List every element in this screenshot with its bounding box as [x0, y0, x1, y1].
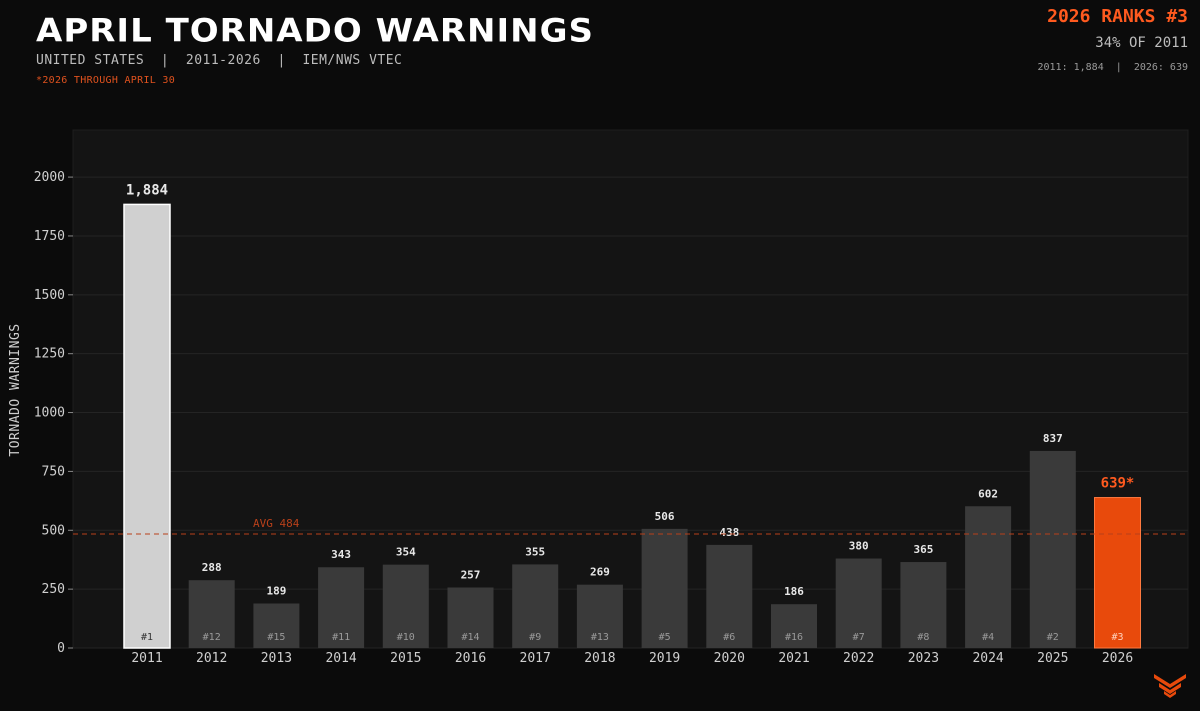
- bar-2025: [1029, 450, 1076, 648]
- value-label-2025: 837: [1043, 432, 1063, 445]
- value-label-2019: 506: [655, 510, 675, 523]
- brand-chevron-icon: [1154, 674, 1186, 698]
- x-tick-label: 2020: [714, 651, 745, 666]
- y-tick-label: 1500: [34, 288, 65, 303]
- rank-percent: 34% OF 2011: [1095, 35, 1188, 51]
- rank-label-2023: #8: [917, 632, 929, 643]
- bar-2021: [771, 604, 817, 648]
- value-label-2021: 186: [784, 585, 804, 598]
- x-tick-label: 2012: [196, 651, 227, 666]
- bars: 1,884 #1 288 #12 189 #15 343 #11 354 #10 257 #14 355…: [123, 182, 1141, 649]
- value-label-2024: 602: [978, 487, 998, 500]
- bar-2013: [253, 603, 300, 648]
- rank-label-2016: #14: [461, 632, 479, 643]
- rank-label-2015: #10: [397, 632, 415, 643]
- rank-label-2026: #3: [1111, 632, 1123, 643]
- rank-label-2021: #16: [785, 632, 803, 643]
- footnote: *2026 THROUGH APRIL 30: [36, 75, 176, 86]
- chart-title: APRIL TORNADO WARNINGS: [36, 12, 594, 50]
- rank-label-2013: #15: [267, 632, 285, 643]
- bar-2024: [965, 506, 1012, 648]
- bar-2019: [641, 528, 688, 648]
- x-tick-label: 2015: [390, 651, 421, 666]
- y-tick-label: 1750: [34, 229, 65, 244]
- rank-label-2020: #6: [723, 632, 735, 643]
- rank-label-2017: #9: [529, 632, 541, 643]
- rank-label-2018: #13: [591, 632, 609, 643]
- x-tick-label: 2019: [649, 651, 680, 666]
- value-label-2020: 438: [719, 526, 739, 539]
- rank-comparison: 2011: 1,884 | 2026: 639: [1037, 62, 1188, 73]
- x-tick-label: 2025: [1037, 651, 1068, 666]
- x-tick-label: 2022: [843, 651, 874, 666]
- rank-label-2022: #7: [853, 632, 865, 643]
- plot-area: [72, 129, 1189, 649]
- y-tick-label: 1250: [34, 347, 65, 362]
- rank-label-2012: #12: [203, 632, 221, 643]
- bar-2016: [447, 587, 494, 648]
- bar-2020: [706, 544, 753, 648]
- x-tick-label: 2026: [1102, 651, 1133, 666]
- value-label-2014: 343: [331, 548, 351, 561]
- value-label-2015: 354: [396, 546, 416, 559]
- rank-label-2014: #11: [332, 632, 350, 643]
- value-label-2023: 365: [913, 543, 933, 556]
- value-label-2026: 639*: [1101, 476, 1135, 492]
- y-tick-label: 500: [42, 523, 65, 538]
- x-tick-label: 2011: [131, 651, 162, 666]
- value-label-2016: 257: [461, 568, 481, 581]
- x-tick-label: 2018: [584, 651, 615, 666]
- value-label-2011: 1,884: [126, 182, 168, 198]
- y-axis: 0 250 500 750 1000 1250 1500 1750 2000: [34, 170, 73, 656]
- rank-headline: 2026 RANKS #3: [1047, 6, 1188, 27]
- bar-2022: [835, 558, 882, 648]
- y-axis-label: TORNADO WARNINGS: [8, 323, 23, 456]
- bar-2018: [576, 584, 623, 648]
- bar-2014: [318, 567, 365, 648]
- value-label-2018: 269: [590, 566, 610, 579]
- x-axis: 2011 2012 2013 2014 2015 2016 2017 2018 2019 2020…: [131, 651, 1133, 666]
- bar-2026: [1094, 497, 1141, 649]
- value-label-2012: 288: [202, 561, 222, 574]
- rank-label-2024: #4: [982, 632, 994, 643]
- x-tick-label: 2013: [261, 651, 292, 666]
- value-label-2022: 380: [849, 540, 869, 553]
- bar-2023: [900, 562, 947, 648]
- chart-subtitle: UNITED STATES | 2011-2026 | IEM/NWS VTEC: [36, 53, 403, 68]
- bar-2012: [188, 580, 235, 648]
- x-tick-label: 2014: [325, 651, 356, 666]
- x-tick-label: 2023: [908, 651, 939, 666]
- x-tick-label: 2016: [455, 651, 486, 666]
- y-tick-label: 1000: [34, 406, 65, 421]
- y-tick-label: 0: [57, 641, 65, 656]
- value-label-2017: 355: [525, 545, 545, 558]
- rank-label-2025: #2: [1047, 632, 1059, 643]
- x-tick-label: 2024: [972, 651, 1003, 666]
- rank-label-2011: #1: [141, 632, 153, 643]
- bar-2015: [382, 564, 429, 648]
- bar-2017: [512, 564, 559, 648]
- y-tick-label: 750: [42, 464, 65, 479]
- bar-2011: [123, 203, 171, 649]
- rank-label-2019: #5: [659, 632, 671, 643]
- value-label-2013: 189: [266, 584, 286, 597]
- y-tick-label: 2000: [34, 170, 65, 185]
- average-label: AVG 484: [253, 517, 300, 530]
- x-tick-label: 2021: [778, 651, 809, 666]
- y-tick-label: 250: [42, 582, 65, 597]
- x-tick-label: 2017: [520, 651, 551, 666]
